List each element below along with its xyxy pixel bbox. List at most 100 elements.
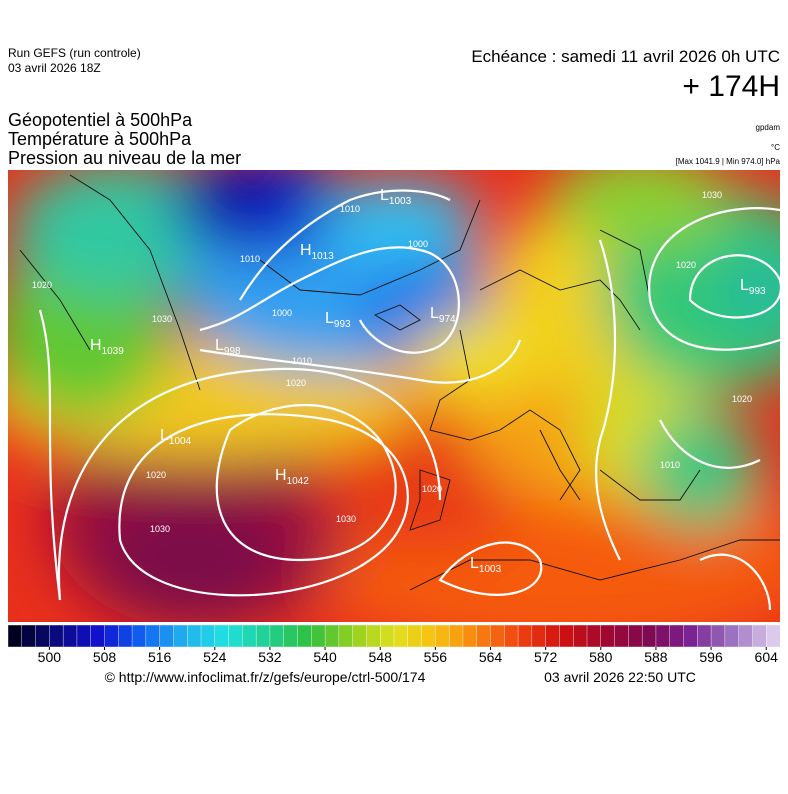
colorbar-tick-label: 508 xyxy=(93,649,117,665)
colorbar-swatch xyxy=(752,624,767,648)
center-value: 1013 xyxy=(312,251,335,262)
isobar-label: 1030 xyxy=(336,514,356,524)
colorbar-swatch xyxy=(104,624,119,648)
colorbar-swatch xyxy=(352,624,367,648)
colorbar-swatch xyxy=(118,624,133,648)
center-value: 1003 xyxy=(479,564,502,575)
isobar-label: 1000 xyxy=(408,239,428,249)
isobar-label: 1020 xyxy=(422,484,442,494)
colorbar-swatch xyxy=(669,624,685,648)
colorbar-swatch xyxy=(490,624,505,648)
pressure-center: L974 xyxy=(430,305,456,325)
center-kind: L xyxy=(215,337,224,354)
colorbar-swatch xyxy=(614,624,629,648)
isobar-label: 1030 xyxy=(150,524,170,534)
center-kind: L xyxy=(470,555,479,572)
colorbar-swatch xyxy=(573,624,588,648)
colorbar-swatch xyxy=(283,624,299,648)
isobar-label: 1010 xyxy=(292,356,312,366)
colorbar-swatch xyxy=(586,624,602,648)
colorbar-tick-label: 596 xyxy=(699,649,723,665)
coastlines xyxy=(19,174,780,591)
center-kind: L xyxy=(380,187,389,204)
isobar-label: 1010 xyxy=(660,460,680,470)
colorbar-swatch xyxy=(641,624,657,648)
colorbar-swatch xyxy=(242,624,257,648)
colorbar-swatch xyxy=(200,624,216,648)
title: Pression au niveau de la mer xyxy=(8,148,241,168)
colorbar: 500 508 516 524 532 540 548 556 564 572 580 588 596 6… xyxy=(7,624,781,665)
isobar-label: 1020 xyxy=(732,394,752,404)
colorbar-tick-label: 548 xyxy=(369,649,393,665)
run-name: Run GEFS (run controle) xyxy=(8,46,141,60)
colorbar-swatch xyxy=(559,624,574,648)
pressure-center: L1003 xyxy=(470,555,502,575)
isobar-labels: 1010 1010 1000 1000 1010 1020 1020 1030 1030 1020… xyxy=(32,190,752,534)
colorbar-swatch xyxy=(628,624,643,648)
colorbar-swatch xyxy=(393,624,409,648)
colorbar-swatch xyxy=(366,624,381,648)
isobar-label: 1000 xyxy=(272,308,292,318)
isobar-label: 1010 xyxy=(240,254,260,264)
colorbar-tick-label: 604 xyxy=(755,649,779,665)
colorbar-swatch xyxy=(545,624,560,648)
center-kind: H xyxy=(275,467,287,484)
colorbar-swatch xyxy=(7,624,23,648)
colorbar-swatch xyxy=(255,624,271,648)
lead-time: + 174H xyxy=(682,70,780,103)
isobar-label: 1010 xyxy=(340,204,360,214)
isobar-label: 1030 xyxy=(702,190,722,200)
map xyxy=(8,170,780,622)
colorbar-swatch xyxy=(724,624,740,648)
colorbar-swatch xyxy=(269,624,285,648)
center-kind: H xyxy=(300,242,312,259)
colorbar-swatch xyxy=(380,624,395,648)
unit: °C xyxy=(771,143,780,152)
colorbar-tick-label: 524 xyxy=(203,649,227,665)
generated-time: 03 avril 2026 22:50 UTC xyxy=(544,669,696,685)
colorbar-swatch xyxy=(173,624,188,648)
colorbar-tick-label: 540 xyxy=(313,649,337,665)
colorbar-tick-label: 588 xyxy=(644,649,668,665)
center-kind: L xyxy=(740,277,749,294)
colorbar-swatch xyxy=(448,624,464,648)
run-date: 03 avril 2026 18Z xyxy=(8,61,101,75)
unit: [Max 1041.9 | Min 974.0] hPa xyxy=(676,157,781,166)
center-value: 993 xyxy=(749,286,766,297)
pressure-center: H1042 xyxy=(275,467,309,487)
colorbar-swatch xyxy=(710,624,726,648)
pressure-center: L998 xyxy=(215,337,241,357)
center-value: 998 xyxy=(224,346,241,357)
colorbar-tick-label: 580 xyxy=(589,649,613,665)
center-value: 1039 xyxy=(102,346,125,357)
pressure-centers: H1039 L998H1013L1003L993L974L1004H1042L10… xyxy=(90,187,766,575)
colorbar-swatch xyxy=(407,624,423,648)
isobar-label: 1020 xyxy=(676,260,696,270)
colorbar-swatch xyxy=(435,624,450,648)
colorbar-swatch xyxy=(338,624,354,648)
colorbar-swatch xyxy=(159,624,174,648)
colorbar-swatch xyxy=(90,624,106,648)
center-kind: L xyxy=(325,310,334,327)
colorbar-tick-label: 500 xyxy=(38,649,62,665)
valid-time: Echéance : samedi 11 avril 2026 0h UTC xyxy=(471,47,780,66)
colorbar-swatch xyxy=(738,624,753,648)
colorbar-swatch xyxy=(655,624,671,648)
pressure-center: L1004 xyxy=(160,427,192,447)
colorbar-tick-label: 564 xyxy=(479,649,503,665)
isobar-label: 1020 xyxy=(146,470,166,480)
center-kind: L xyxy=(160,427,169,444)
center-value: 1003 xyxy=(389,196,412,207)
center-kind: L xyxy=(430,305,439,322)
pressure-center: L1003 xyxy=(380,187,412,207)
colorbar-swatch xyxy=(517,624,533,648)
colorbar-swatch xyxy=(131,624,147,648)
colorbar-swatch xyxy=(228,624,243,648)
pressure-center: L993 xyxy=(740,277,766,297)
center-value: 993 xyxy=(334,319,351,330)
colorbar-swatch xyxy=(324,624,340,648)
center-kind: H xyxy=(90,337,102,354)
isobar-label: 1030 xyxy=(152,314,172,324)
colorbar-swatch xyxy=(531,624,547,648)
